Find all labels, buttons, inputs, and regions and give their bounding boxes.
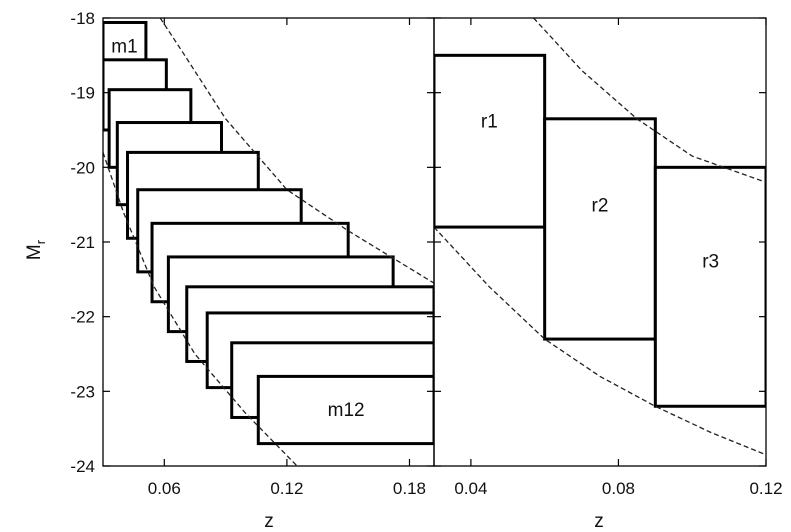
x-tick-label: 0.06 (148, 479, 181, 498)
box-label-r3: r3 (702, 252, 719, 273)
box-r2 (543, 117, 657, 341)
y-axis-label: Mr (24, 239, 48, 260)
y-tick-label: -21 (70, 233, 95, 252)
box-label-r1: r1 (481, 111, 498, 132)
y-tick-label: -24 (70, 457, 95, 476)
box-r3 (653, 165, 766, 408)
y-tick-label: -23 (70, 382, 95, 401)
y-tick-label: -19 (70, 84, 95, 103)
x-tick-label: 0.04 (454, 479, 487, 498)
y-tick-label: -20 (70, 158, 95, 177)
left-panel: m1 m12 -18 -19 -20 -21 -22 -23 -24 0.06 0.12 0.18 (70, 9, 435, 498)
box-label-r2: r2 (592, 195, 609, 216)
x-tick-label: 0.12 (749, 479, 782, 498)
boundary-curve-1 (159, 18, 434, 284)
y-axis-label-main: M (24, 244, 45, 260)
right-panel: r1 r2 r3 0.04 0.08 0.12 (433, 17, 783, 498)
y-tick-label: -18 (70, 9, 95, 28)
x-tick-label: 0.08 (602, 479, 635, 498)
box-label-m1: m1 (111, 36, 137, 57)
x-tick-label: 0.12 (270, 479, 303, 498)
boundary-curve-1 (533, 18, 766, 183)
boundary-curve-2 (434, 226, 766, 456)
box-r1 (434, 53, 547, 229)
y-axis-label-sub: r (33, 239, 48, 244)
x-axis-label-right: z (594, 511, 604, 532)
x-axis-label-left: z (264, 511, 274, 532)
y-tick-label: -22 (70, 308, 95, 327)
boundary-curve-2 (103, 152, 298, 466)
x-tick-label: 0.18 (393, 479, 426, 498)
box-label-m12: m12 (328, 400, 365, 421)
